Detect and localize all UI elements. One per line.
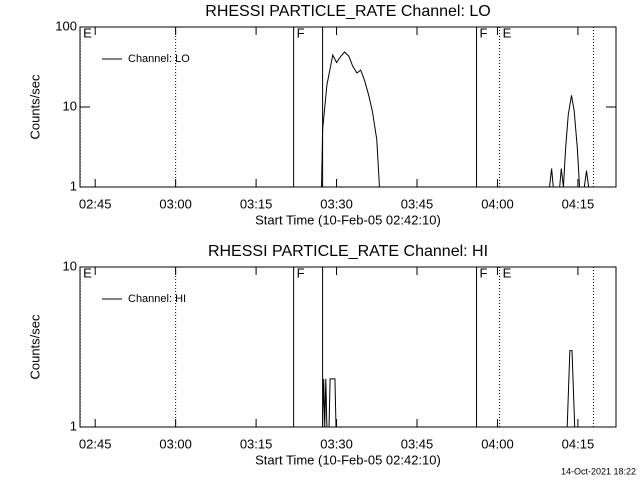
- y-tick-label: 100: [55, 18, 77, 33]
- x-tick-label: 02:45: [79, 196, 112, 211]
- y-tick-label: 10: [63, 98, 77, 113]
- data-line: [322, 350, 576, 427]
- x-tick-label: 03:00: [159, 196, 192, 211]
- flag-label: F: [297, 25, 305, 40]
- x-tick-label: 04:15: [562, 196, 595, 211]
- y-tick-label: 1: [70, 178, 77, 193]
- flag-label: E: [503, 25, 512, 40]
- flag-label: E: [83, 25, 92, 40]
- flag-label: E: [503, 265, 512, 280]
- x-tick-label: 03:15: [240, 436, 273, 451]
- plot-frame: [79, 26, 617, 188]
- y-axis-label: Counts/sec: [27, 314, 42, 380]
- flag-label: E: [83, 265, 92, 280]
- flag-label: F: [297, 265, 305, 280]
- chart-title: RHESSI PARTICLE_RATE Channel: HI: [208, 243, 488, 260]
- chart-title: RHESSI PARTICLE_RATE Channel: LO: [205, 3, 490, 20]
- plot-frame: [79, 266, 617, 428]
- x-tick-label: 04:00: [481, 196, 514, 211]
- x-tick-label: 04:00: [481, 436, 514, 451]
- x-axis-label: Start Time (10-Feb-05 02:42:10): [255, 452, 441, 467]
- y-axis-label: Counts/sec: [27, 74, 42, 140]
- flag-label: F: [480, 25, 488, 40]
- x-tick-label: 02:45: [79, 436, 112, 451]
- legend-label: Channel: LO: [128, 53, 190, 65]
- x-axis-label: Start Time (10-Feb-05 02:42:10): [255, 212, 441, 227]
- chart: RHESSI PARTICLE_RATE Channel: HI Start Ti…: [27, 243, 617, 467]
- y-tick-label: 1: [70, 418, 77, 433]
- legend-label: Channel: HI: [128, 293, 186, 305]
- flag-label: F: [480, 265, 488, 280]
- timestamp: 14-Oct-2021 18:22: [561, 466, 636, 476]
- x-tick-label: 03:15: [240, 196, 273, 211]
- x-tick-label: 03:30: [320, 436, 353, 451]
- x-tick-label: 04:15: [562, 436, 595, 451]
- x-tick-label: 03:30: [320, 196, 353, 211]
- y-tick-label: 10: [63, 258, 77, 273]
- data-line: [321, 51, 590, 187]
- x-tick-label: 03:00: [159, 436, 192, 451]
- x-tick-label: 03:45: [401, 436, 434, 451]
- chart: RHESSI PARTICLE_RATE Channel: LO Start Ti…: [27, 3, 617, 227]
- x-tick-label: 03:45: [401, 196, 434, 211]
